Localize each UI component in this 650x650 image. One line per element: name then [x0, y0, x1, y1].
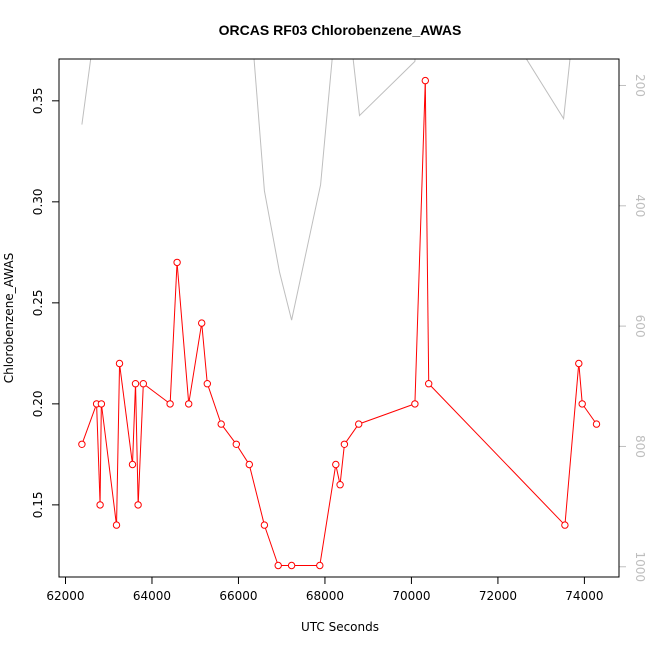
series-segment [137, 386, 144, 502]
secondary-tick-label: 800 [633, 435, 647, 458]
primary-series-layer [78, 76, 601, 570]
data-point [217, 420, 225, 428]
y-tick-label: 0.15 [31, 492, 45, 519]
y-tick-label: 0.30 [31, 188, 45, 215]
series-segment [339, 447, 345, 482]
data-point [561, 521, 569, 529]
data-point [575, 359, 583, 368]
series-segment [201, 326, 208, 381]
x-tick-label: 64000 [133, 589, 171, 603]
data-point [287, 561, 296, 570]
chart-title: ORCAS RF03 Chlorobenzene_AWAS [219, 22, 462, 38]
data-point [115, 359, 124, 368]
data-point [198, 319, 206, 327]
data-point [592, 420, 601, 428]
series-segment [319, 467, 336, 563]
y-tick-label: 0.35 [31, 87, 45, 114]
data-point [173, 258, 181, 267]
data-point [96, 501, 104, 509]
data-point [421, 76, 429, 85]
series-segment [249, 467, 265, 523]
series-segment [564, 366, 579, 522]
series-segment [345, 426, 358, 442]
y-tick-label: 0.20 [31, 391, 45, 418]
data-point [128, 460, 137, 469]
series-segment [188, 326, 202, 401]
data-point [260, 521, 269, 529]
series-segment [207, 386, 221, 422]
data-point [340, 440, 349, 448]
secondary-tick-label: 400 [633, 194, 647, 217]
series-segment [101, 406, 117, 522]
data-point [97, 400, 106, 408]
data-point [112, 521, 121, 529]
secondary-tick-label: 600 [633, 315, 647, 338]
series-segment [335, 467, 340, 482]
series-segment [430, 385, 564, 524]
series-segment [578, 366, 583, 401]
data-point [332, 460, 340, 469]
data-point [131, 380, 140, 388]
data-point [203, 380, 212, 388]
data-point [232, 440, 241, 448]
y-tick-label: 0.25 [31, 289, 45, 316]
secondary-tick-label: 200 [633, 74, 647, 97]
series-segment [99, 407, 102, 502]
series-segment [116, 366, 120, 522]
series-segment [583, 406, 596, 422]
data-point [139, 380, 148, 388]
series-segment [237, 446, 248, 463]
series-segment [135, 386, 139, 502]
series-segment [222, 426, 235, 442]
series-segment [169, 265, 178, 401]
x-tick-label: 68000 [306, 589, 344, 603]
data-point [78, 440, 86, 448]
data-point [425, 380, 433, 388]
plot-frame [58, 58, 620, 578]
data-point [355, 420, 363, 428]
data-point [134, 501, 142, 509]
data-point [336, 481, 344, 489]
data-point [316, 561, 324, 570]
axes-layer: 62000 64000 66000 68000 70000 72000 74000 0.15 0… [31, 74, 647, 603]
series-segment [361, 404, 413, 424]
x-tick-label: 74000 [565, 589, 603, 603]
secondary-tick-label: 1000 [633, 551, 647, 582]
x-tick-label: 70000 [392, 589, 430, 603]
data-point [411, 400, 419, 408]
data-point [185, 400, 193, 408]
series-segment [82, 406, 96, 442]
series-segment [176, 265, 189, 401]
data-point [274, 561, 282, 570]
series-segment [96, 407, 101, 502]
x-axis-label: UTC Seconds [301, 620, 379, 634]
data-point [578, 400, 586, 408]
series-segment [424, 83, 430, 381]
y-axis-label: Chlorobenzene_AWAS [2, 253, 16, 384]
series-segment [119, 366, 133, 462]
series-segment [414, 83, 426, 401]
series-segment [145, 385, 168, 403]
data-point [245, 460, 254, 469]
data-point [166, 400, 174, 408]
x-tick-label: 72000 [479, 589, 517, 603]
x-tick-label: 66000 [219, 589, 257, 603]
series-segment [264, 527, 278, 563]
x-tick-label: 62000 [46, 589, 84, 603]
series-segment [132, 386, 136, 462]
